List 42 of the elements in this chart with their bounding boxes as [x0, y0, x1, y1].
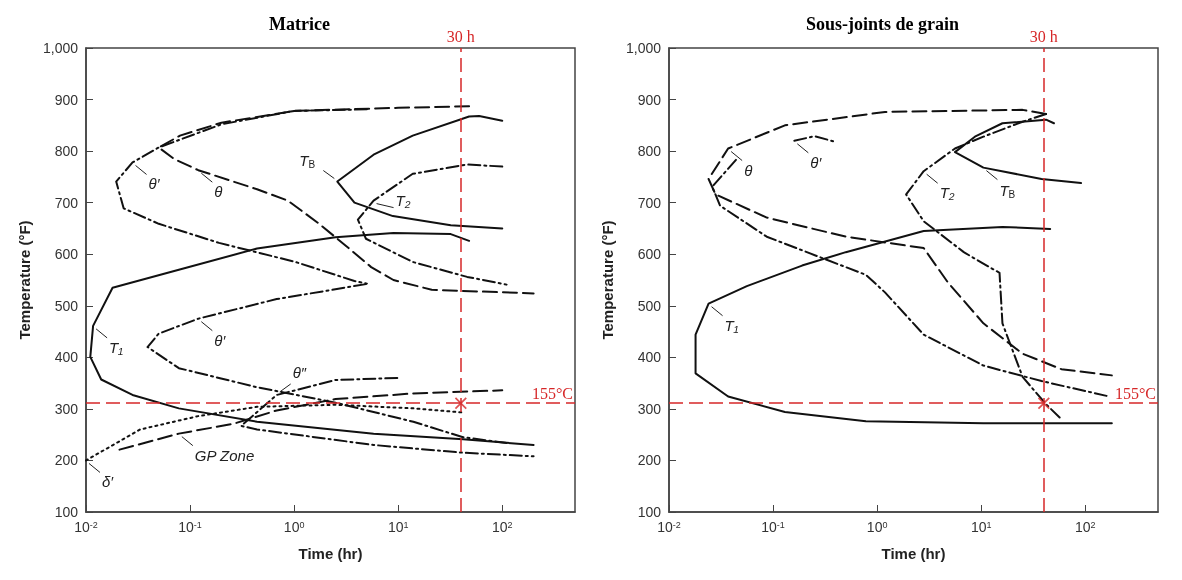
annotation: θ″ — [292, 363, 307, 381]
ref-line-label: 30 h — [1029, 27, 1058, 45]
x-axis-title: Time (hr) — [881, 545, 946, 562]
annotation: T₂ — [395, 191, 411, 209]
ref-line-label: 155°C — [1114, 384, 1156, 402]
y-tick-label: 600 — [637, 246, 662, 263]
y-tick-label: 500 — [637, 297, 662, 314]
ref-line-label: 30 h — [446, 27, 475, 45]
annotation: T₁ — [109, 338, 124, 356]
y-tick-label: 600 — [54, 246, 79, 263]
annotation: θ′ — [214, 331, 227, 349]
annotation: GP Zone — [194, 446, 255, 464]
ref-line-label: 155°C — [531, 384, 573, 402]
annotation: θ — [744, 161, 753, 179]
y-tick-label: 400 — [637, 349, 662, 366]
y-tick-label: 1,000 — [42, 40, 79, 56]
y-tick-label: 300 — [637, 400, 662, 417]
y-tick-label: 200 — [637, 452, 662, 469]
annotation: θ′ — [810, 153, 823, 171]
y-tick-label: 800 — [54, 143, 79, 160]
y-axis-title: Temperature (°F) — [599, 220, 617, 340]
y-tick-label: 200 — [54, 452, 79, 469]
y-tick-label: 300 — [54, 400, 79, 417]
y-tick-label: 500 — [54, 297, 79, 314]
annotation: θ — [214, 183, 223, 201]
y-tick-label: 900 — [637, 91, 662, 108]
y-tick-label: 800 — [637, 143, 662, 160]
annotation: δ′ — [102, 473, 115, 491]
y-tick-label: 100 — [637, 504, 662, 520]
chart-title: Sous-joints de grain — [805, 14, 960, 34]
x-axis-title: Time (hr) — [298, 545, 363, 562]
chart-title: Matrice — [269, 14, 330, 34]
y-tick-label: 700 — [637, 194, 662, 211]
y-tick-label: 900 — [54, 91, 79, 108]
y-tick-label: 400 — [54, 349, 79, 366]
y-tick-label: 100 — [54, 504, 79, 520]
y-tick-label: 700 — [54, 194, 79, 211]
y-tick-label: 1,000 — [625, 40, 662, 56]
annotation: θ′ — [148, 175, 161, 193]
annotation: T₁ — [724, 316, 739, 334]
y-axis-title: Temperature (°F) — [16, 220, 34, 340]
annotation: T₂ — [939, 184, 955, 202]
